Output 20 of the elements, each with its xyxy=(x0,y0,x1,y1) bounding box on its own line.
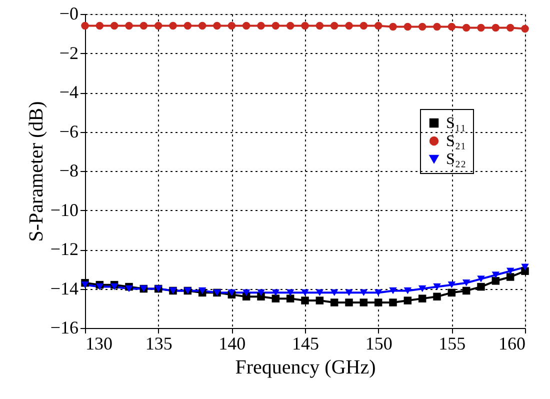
y-tick-label: −8 xyxy=(59,160,78,180)
legend-label: S₁₁ xyxy=(446,115,466,132)
y-tick-label: −0 xyxy=(59,4,78,24)
y-tick-label: −6 xyxy=(59,121,78,142)
y-axis-title: S-Parameter (dB) xyxy=(25,101,48,242)
x-tick-label: 135 xyxy=(145,334,172,354)
x-tick-label: 145 xyxy=(292,334,319,354)
y-tick-label: −12 xyxy=(50,239,78,259)
y-tick-label: −4 xyxy=(59,82,78,102)
y-tick-label: −14 xyxy=(50,278,78,298)
x-tick-label: 150 xyxy=(365,334,392,354)
y-tick-label: −10 xyxy=(50,200,78,220)
x-tick-label: 140 xyxy=(218,334,246,354)
x-axis-title: Frequency (GHz) xyxy=(235,356,376,378)
x-tick-label: 130 xyxy=(86,334,112,354)
x-tick-label: 160 xyxy=(498,334,526,354)
legend-label: S₂₂ xyxy=(446,151,466,168)
y-tick-label: −2 xyxy=(59,42,78,63)
x-tick-label: 155 xyxy=(438,334,466,354)
y-tick-label: −16 xyxy=(50,318,78,338)
